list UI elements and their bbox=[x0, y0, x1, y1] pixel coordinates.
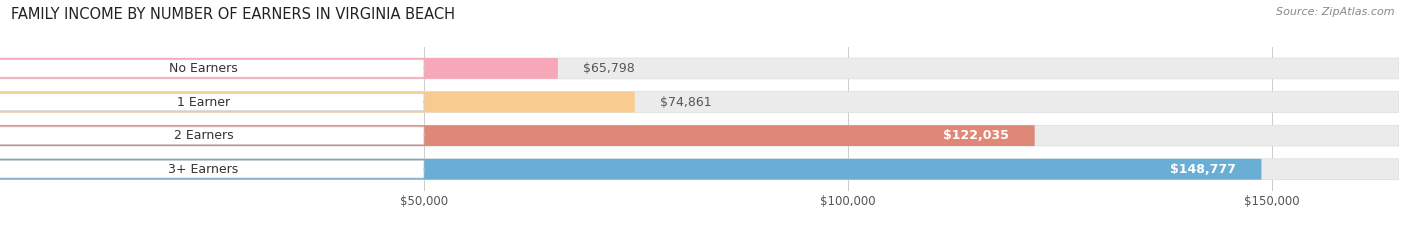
FancyBboxPatch shape bbox=[0, 93, 425, 111]
FancyBboxPatch shape bbox=[0, 58, 1399, 79]
FancyBboxPatch shape bbox=[0, 159, 1399, 180]
FancyBboxPatch shape bbox=[0, 125, 1399, 146]
Text: $148,777: $148,777 bbox=[1170, 163, 1236, 176]
Text: $122,035: $122,035 bbox=[943, 129, 1010, 142]
FancyBboxPatch shape bbox=[0, 58, 558, 79]
FancyBboxPatch shape bbox=[0, 161, 425, 178]
Text: No Earners: No Earners bbox=[169, 62, 238, 75]
Text: FAMILY INCOME BY NUMBER OF EARNERS IN VIRGINIA BEACH: FAMILY INCOME BY NUMBER OF EARNERS IN VI… bbox=[11, 7, 456, 22]
Text: Source: ZipAtlas.com: Source: ZipAtlas.com bbox=[1277, 7, 1395, 17]
Text: 2 Earners: 2 Earners bbox=[174, 129, 233, 142]
Text: $65,798: $65,798 bbox=[583, 62, 636, 75]
FancyBboxPatch shape bbox=[0, 159, 1261, 180]
FancyBboxPatch shape bbox=[0, 60, 425, 77]
Text: $74,861: $74,861 bbox=[661, 96, 711, 109]
Text: 3+ Earners: 3+ Earners bbox=[169, 163, 239, 176]
FancyBboxPatch shape bbox=[0, 127, 425, 144]
FancyBboxPatch shape bbox=[0, 92, 1399, 113]
Text: 1 Earner: 1 Earner bbox=[177, 96, 231, 109]
FancyBboxPatch shape bbox=[0, 125, 1035, 146]
FancyBboxPatch shape bbox=[0, 92, 634, 113]
